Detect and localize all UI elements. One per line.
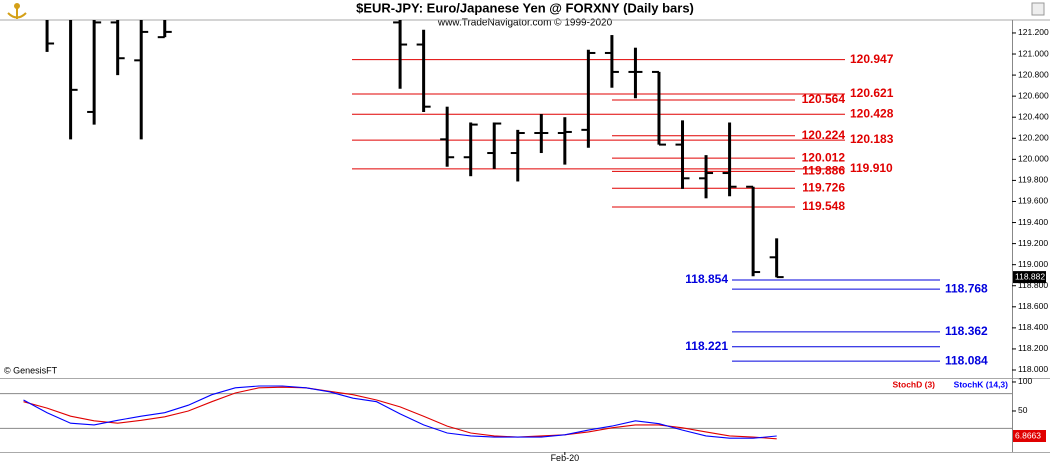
y-tick-label: 100 — [1018, 376, 1032, 386]
y-tick-label: 121.200 — [1018, 27, 1049, 37]
legend-entry: StochK (14,3) — [954, 379, 1008, 389]
y-tick-label: 119.600 — [1018, 196, 1048, 206]
level-label: 119.726 — [802, 180, 845, 194]
chart-title: $EUR-JPY: Euro/Japanese Yen @ FORXNY (Da… — [356, 0, 694, 15]
level-label: 120.012 — [802, 150, 846, 164]
chart-subtitle: www.TradeNavigator.com © 1999-2020 — [437, 18, 613, 29]
y-tick-label: 121.000 — [1018, 48, 1049, 58]
y-tick-label: 119.200 — [1018, 238, 1048, 248]
level-label: 118.362 — [945, 324, 988, 338]
logo-icon — [7, 3, 27, 19]
y-tick-label: 120.400 — [1018, 111, 1049, 121]
last-value-box — [1013, 430, 1046, 443]
y-tick-label: 118.800 — [1018, 280, 1048, 290]
y-tick-label: 120.600 — [1018, 90, 1049, 100]
price-panel — [45, 20, 940, 362]
level-label: 120.947 — [850, 52, 894, 66]
level-label: 119.548 — [802, 199, 845, 213]
level-label: 119.910 — [850, 161, 893, 175]
last-value-label: 6.8663 — [1015, 430, 1041, 440]
level-label: 119.886 — [802, 164, 845, 178]
level-label: 120.224 — [802, 128, 846, 142]
y-tick-label: 119.800 — [1018, 175, 1048, 185]
indicator-panel — [0, 385, 1012, 440]
y-tick-label: 118.600 — [1018, 301, 1048, 311]
y-tick-label: 118.200 — [1018, 343, 1048, 353]
level-label: 118.854 — [685, 272, 728, 286]
legend-entry: StochD (3) — [893, 379, 936, 389]
level-label: 120.183 — [850, 132, 894, 146]
indicator-line — [23, 386, 777, 440]
level-label: 120.564 — [802, 92, 846, 106]
y-tick-label: 120.800 — [1018, 69, 1049, 79]
y-tick-label: 50 — [1018, 405, 1028, 415]
level-label: 118.221 — [685, 339, 728, 353]
y-tick-label: 118.400 — [1018, 322, 1048, 332]
y-tick-label: 120.000 — [1018, 154, 1049, 164]
credit: © GenesisFT — [4, 365, 58, 375]
x-tick-label: Feb-20 — [551, 453, 580, 463]
level-label: 118.768 — [945, 281, 988, 295]
level-label: 120.428 — [850, 106, 894, 120]
level-label: 120.621 — [850, 86, 894, 100]
level-label: 118.084 — [945, 353, 988, 367]
indicator-line — [23, 385, 777, 439]
axes: 121.200 121.000 120.800 120.600 120.400 120.2… — [551, 27, 1049, 463]
last-price-box — [1013, 271, 1046, 284]
window-icon[interactable] — [1031, 2, 1045, 16]
y-tick-label: 120.200 — [1018, 133, 1049, 143]
y-tick-label: 119.400 — [1018, 217, 1048, 227]
y-tick-label: 118.000 — [1018, 364, 1048, 374]
y-tick-label: 119.000 — [1018, 259, 1048, 269]
last-price-label: 118.882 — [1015, 271, 1045, 281]
